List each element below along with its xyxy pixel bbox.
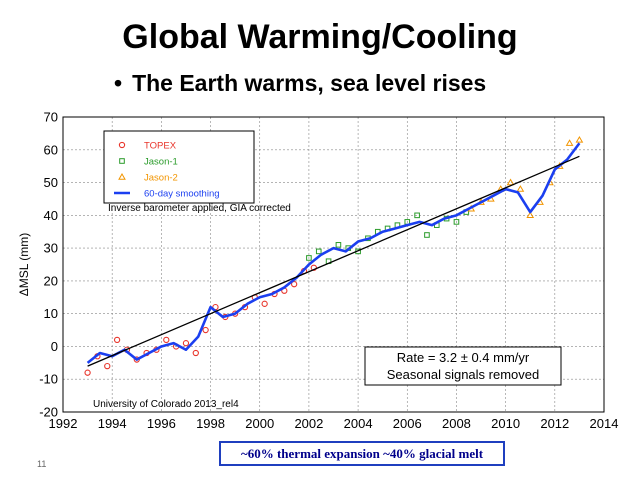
x-tick-label: 2004: [344, 416, 373, 431]
data-point: [315, 248, 322, 255]
x-tick-label: 1994: [98, 416, 127, 431]
y-tick-label: 50: [44, 175, 58, 190]
axis-ticks: 1992 1994 1996 1998 2000 2002 2004 2006 2008 2010…: [39, 110, 618, 432]
data-point: [163, 336, 170, 344]
data-point: [526, 211, 535, 219]
slide-number: 11: [37, 459, 47, 469]
annotation-rate: Rate = 3.2 ± 0.4 mm/yr: [397, 350, 530, 365]
y-tick-label: 60: [44, 142, 58, 157]
legend-entry: TOPEX: [118, 141, 177, 152]
data-point: [310, 264, 317, 271]
x-tick-label: 2008: [442, 416, 471, 431]
x-tick-label: 2000: [245, 416, 274, 431]
slide-title: Global Warming/Cooling: [122, 18, 518, 56]
data-point: [335, 242, 342, 248]
x-tick-label: 2014: [590, 416, 619, 431]
data-point: [192, 349, 199, 357]
caption-box: ~60% thermal expansion ~40% glacial melt: [219, 441, 505, 466]
x-tick-label: 1996: [147, 416, 176, 431]
annotation-correction: Inverse barometer applied, GIA corrected: [108, 203, 291, 214]
legend-label: Jason-2: [144, 173, 178, 184]
data-point: [516, 185, 525, 192]
x-tick-label: 2012: [540, 416, 569, 431]
series-60-day-smoothing: [86, 142, 581, 364]
legend-box: [103, 130, 255, 204]
smoothing-line: [86, 142, 581, 364]
legend-entry: Jason-1: [119, 157, 178, 168]
x-tick-label: 2010: [491, 416, 520, 431]
data-point: [565, 139, 574, 146]
data-point: [453, 219, 460, 225]
trend-line: [87, 155, 580, 367]
annotation-source: University of Colorado 2013_rel4: [93, 399, 239, 410]
caption-text: ~60% thermal expansion ~40% glacial melt: [240, 445, 484, 461]
data-point: [291, 281, 298, 288]
annotation-seasonal: Seasonal signals removed: [387, 367, 539, 382]
sea-level-chart: 1992 1994 1996 1998 2000 2002 2004 2006 2008 2010…: [17, 110, 618, 432]
y-tick-label: -20: [39, 405, 58, 420]
y-tick-label: 0: [51, 339, 58, 354]
legend-label: 60-day smoothing: [144, 189, 220, 200]
legend-swatch: [118, 141, 126, 149]
data-point: [202, 326, 209, 334]
y-axis-label: ΔMSL (mm): [17, 233, 31, 297]
series-topex: [84, 264, 317, 376]
legend-swatch: [119, 158, 125, 164]
data-point: [113, 336, 121, 344]
y-tick-label: 30: [44, 241, 58, 256]
data-point: [306, 255, 312, 261]
x-tick-label: 1992: [49, 416, 78, 431]
data-point: [506, 178, 515, 186]
data-point: [104, 362, 111, 370]
data-point: [182, 340, 190, 347]
data-layer: [84, 135, 584, 376]
data-point: [261, 300, 268, 307]
legend-label: TOPEX: [144, 141, 177, 152]
legend: TOPEX Jason-1 Jason-2 60-day smoothing: [103, 130, 255, 204]
legend-entry: 60-day smoothing: [114, 189, 220, 200]
plot-frame: [62, 116, 605, 413]
data-point: [414, 212, 420, 219]
legend-entry: Jason-2: [118, 172, 178, 184]
y-tick-label: 10: [44, 306, 58, 321]
legend-swatch: [118, 172, 126, 180]
rate-box: Rate = 3.2 ± 0.4 mm/yr Seasonal signals …: [364, 346, 562, 386]
bullet-icon: •: [114, 70, 123, 96]
x-tick-label: 1998: [196, 416, 225, 431]
bullet-text: The Earth warms, sea level rises: [132, 70, 487, 96]
data-point: [84, 369, 91, 376]
rate-box-frame: [364, 346, 562, 386]
y-tick-label: 70: [44, 110, 58, 125]
y-tick-label: 40: [44, 208, 58, 223]
data-point: [424, 232, 430, 238]
x-tick-label: 2002: [294, 416, 323, 431]
y-tick-label: -10: [39, 372, 58, 387]
legend-label: Jason-1: [144, 157, 178, 168]
bullet-point: • The Earth warms, sea level rises: [114, 70, 486, 97]
data-point: [575, 135, 584, 143]
x-tick-label: 2006: [393, 416, 422, 431]
y-tick-label: 20: [44, 273, 58, 288]
